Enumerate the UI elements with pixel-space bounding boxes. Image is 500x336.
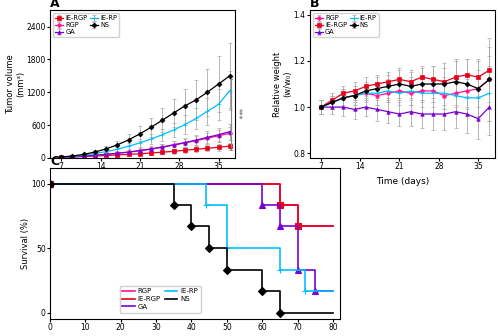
- Legend: RGP, iE-RGP, GA, iE-RP, NS: RGP, iE-RGP, GA, iE-RP, NS: [313, 13, 378, 37]
- iE-RP: [330, 289, 336, 293]
- NS: [259, 268, 265, 272]
- iE-RGP: [294, 224, 300, 228]
- iE-RGP: [277, 181, 283, 185]
- iE-RGP: [277, 204, 283, 208]
- RGP: [312, 224, 318, 228]
- iE-RGP: [47, 181, 53, 185]
- iE-RP: [302, 289, 308, 293]
- RGP: [277, 181, 283, 185]
- Legend: iE-RGP, RGP, GA, iE-RP, NS: iE-RGP, RGP, GA, iE-RP, NS: [54, 13, 119, 37]
- RGP: [312, 224, 318, 228]
- Y-axis label: Tumor volume
(mm³): Tumor volume (mm³): [6, 54, 25, 114]
- Text: C: C: [50, 155, 59, 168]
- NS: [277, 289, 283, 293]
- iE-RP: [302, 268, 308, 272]
- iE-RP: [224, 246, 230, 250]
- NS: [206, 246, 212, 250]
- RGP: [294, 224, 300, 228]
- NS: [330, 311, 336, 315]
- RGP: [277, 204, 283, 208]
- GA: [277, 204, 283, 208]
- GA: [294, 268, 300, 272]
- Line: iE-RGP: iE-RGP: [50, 183, 333, 226]
- GA: [294, 224, 300, 228]
- Text: B: B: [310, 0, 319, 10]
- X-axis label: Time (days): Time (days): [376, 177, 429, 186]
- GA: [259, 181, 265, 185]
- Line: iE-RP: iE-RP: [50, 183, 333, 291]
- X-axis label: Time (days): Time (days): [116, 177, 170, 186]
- GA: [312, 268, 318, 272]
- iE-RP: [47, 181, 53, 185]
- iE-RP: [277, 246, 283, 250]
- Y-axis label: Survival (%): Survival (%): [21, 218, 30, 269]
- GA: [330, 289, 336, 293]
- GA: [259, 204, 265, 208]
- iE-RP: [202, 204, 208, 208]
- RGP: [47, 181, 53, 185]
- NS: [171, 204, 177, 208]
- Line: NS: NS: [50, 183, 333, 313]
- iE-RP: [202, 181, 208, 185]
- RGP: [330, 224, 336, 228]
- NS: [224, 268, 230, 272]
- iE-RP: [277, 268, 283, 272]
- iE-RGP: [330, 224, 336, 228]
- iE-RGP: [294, 204, 300, 208]
- Legend: RGP, iE-RGP, GA, iE-RP, NS: RGP, iE-RGP, GA, iE-RP, NS: [120, 286, 201, 313]
- Line: RGP: RGP: [50, 183, 333, 226]
- Y-axis label: Relative weight
(w/w₀): Relative weight (w/w₀): [272, 51, 292, 117]
- GA: [312, 289, 318, 293]
- GA: [277, 224, 283, 228]
- NS: [224, 246, 230, 250]
- GA: [47, 181, 53, 185]
- NS: [206, 224, 212, 228]
- RGP: [294, 204, 300, 208]
- NS: [47, 181, 53, 185]
- iE-RP: [224, 204, 230, 208]
- NS: [259, 289, 265, 293]
- NS: [188, 204, 194, 208]
- Text: A: A: [50, 0, 59, 10]
- NS: [188, 224, 194, 228]
- NS: [171, 181, 177, 185]
- Text: ***: ***: [232, 108, 241, 120]
- NS: [277, 311, 283, 315]
- Line: GA: GA: [50, 183, 333, 291]
